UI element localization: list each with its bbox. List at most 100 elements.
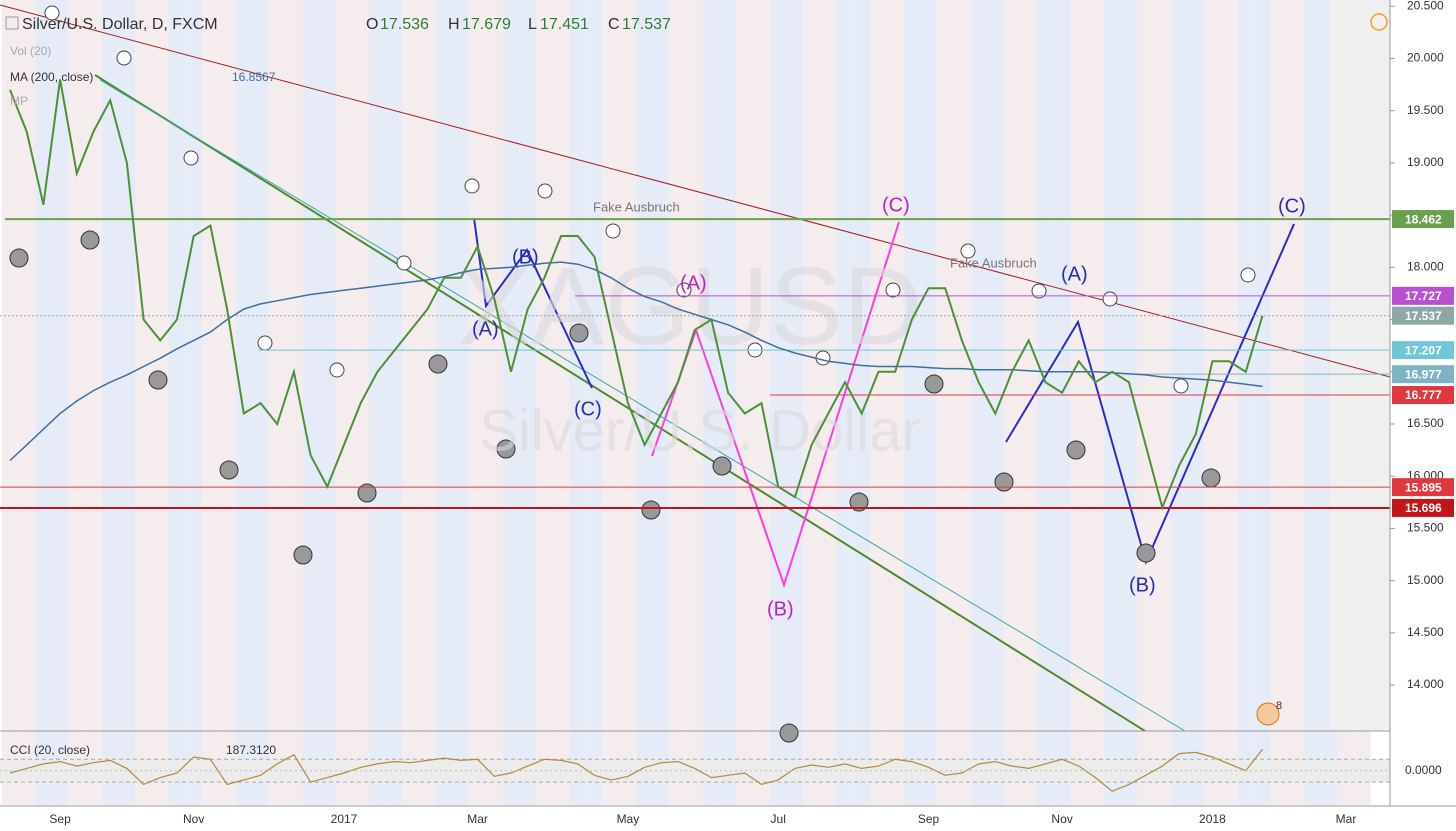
stripe (803, 0, 820, 805)
stripe (101, 0, 119, 805)
marker-dot (293, 545, 313, 565)
stripe (586, 0, 603, 805)
marker-dot (148, 370, 168, 390)
stripe (1304, 0, 1321, 805)
stripe (135, 0, 152, 805)
indicator-label: MA (200, close) (10, 70, 93, 84)
ohlc-label: H (448, 16, 460, 33)
annotation: (C) (1278, 195, 1306, 217)
trend-line (94, 74, 1146, 732)
event-count: 8 (1276, 700, 1282, 712)
stripe (1270, 0, 1288, 805)
stripe (769, 0, 787, 805)
stripe (602, 0, 620, 805)
wave-line (473, 217, 593, 389)
level-label: 15.696 (1405, 501, 1442, 515)
level-label-box (1392, 286, 1454, 305)
ma-line (9, 261, 1263, 462)
y-tick-label: 16.500 (1407, 416, 1444, 430)
level-label: 15.895 (1405, 480, 1442, 494)
stripe (936, 0, 954, 805)
stripe (302, 0, 319, 805)
stripe (268, 0, 286, 805)
marker-circle (1173, 378, 1189, 394)
y-tick-label: 20.500 (1407, 0, 1444, 12)
alert-icon[interactable] (1370, 13, 1388, 31)
marker-dot (924, 374, 944, 394)
stripe (569, 0, 587, 805)
marker-circle (396, 255, 412, 271)
y-tick-label: 19.500 (1407, 103, 1444, 117)
stripe (402, 0, 420, 805)
level-label-box (1392, 306, 1454, 325)
marker-dot (496, 439, 516, 459)
stripe (452, 0, 470, 805)
y2-tick-label: 0.0000 (1405, 763, 1442, 777)
y-tick-label: 15.000 (1407, 573, 1444, 587)
marker-dot (569, 323, 589, 343)
marker-circle (1031, 283, 1047, 299)
trend-line (99, 79, 1186, 732)
stripe (35, 0, 52, 805)
stripe (235, 0, 253, 805)
annotation: (A) (472, 318, 499, 340)
marker-dot (9, 248, 29, 268)
ohlc-value: 17.679 (462, 16, 511, 33)
watermark: Silver/U.S. Dollar (479, 398, 921, 463)
stripe (970, 0, 987, 805)
marker-circle (183, 150, 199, 166)
marker-circle (1240, 267, 1256, 283)
marker-circle (537, 183, 553, 199)
marker-circle (605, 223, 621, 239)
y-tick-label: 18.000 (1407, 260, 1444, 274)
stripe (1153, 0, 1171, 805)
stripe (552, 0, 570, 805)
marker-circle (676, 282, 692, 298)
stripe (703, 0, 720, 805)
stripe (652, 0, 670, 805)
stripe (1187, 0, 1205, 805)
stripe (686, 0, 704, 805)
level-label: 18.462 (1405, 212, 1442, 226)
level-label: 16.977 (1405, 367, 1442, 381)
stripe (1254, 0, 1271, 805)
checkbox[interactable] (5, 16, 19, 30)
stripe (1087, 0, 1104, 805)
stripe (502, 0, 520, 805)
indicator-value: 16.8567 (232, 70, 276, 84)
stripe (786, 0, 804, 805)
indicator-label: MP (10, 94, 28, 108)
stripe (18, 0, 36, 805)
annotation: Fake Ausbruch (950, 255, 1037, 270)
stripe (385, 0, 403, 805)
marker-circle (464, 178, 480, 194)
ohlc-value: 17.451 (540, 16, 589, 33)
wave-line (1005, 223, 1295, 565)
stripe (218, 0, 236, 805)
y-tick-label: 15.500 (1407, 521, 1444, 535)
stripe (903, 0, 921, 805)
marker-circle (257, 335, 273, 351)
level-label: 16.777 (1405, 388, 1442, 402)
annotation: (B) (1129, 574, 1156, 596)
ohlc-label: L (528, 16, 537, 33)
x-tick-label: Sep (918, 812, 940, 826)
marker-circle (885, 282, 901, 298)
stripe (836, 0, 854, 805)
stripe (1037, 0, 1054, 805)
stripe (202, 0, 219, 805)
wave-line (651, 221, 900, 589)
stripe (1053, 0, 1071, 805)
level-label-box (1392, 210, 1454, 229)
marker-dot (712, 456, 732, 476)
level-label-box (1392, 386, 1454, 405)
stripe (1, 0, 19, 805)
header: Silver/U.S. Dollar, D, FXCM O 17.536 H 1… (5, 13, 1388, 757)
future-area (1330, 0, 1390, 731)
stripe (68, 0, 86, 805)
price-axis (1390, 0, 1456, 831)
event-icon[interactable] (1256, 702, 1280, 726)
marker-dot (428, 354, 448, 374)
x-tick-label: Jul (771, 812, 786, 826)
marker-circle (44, 5, 60, 21)
